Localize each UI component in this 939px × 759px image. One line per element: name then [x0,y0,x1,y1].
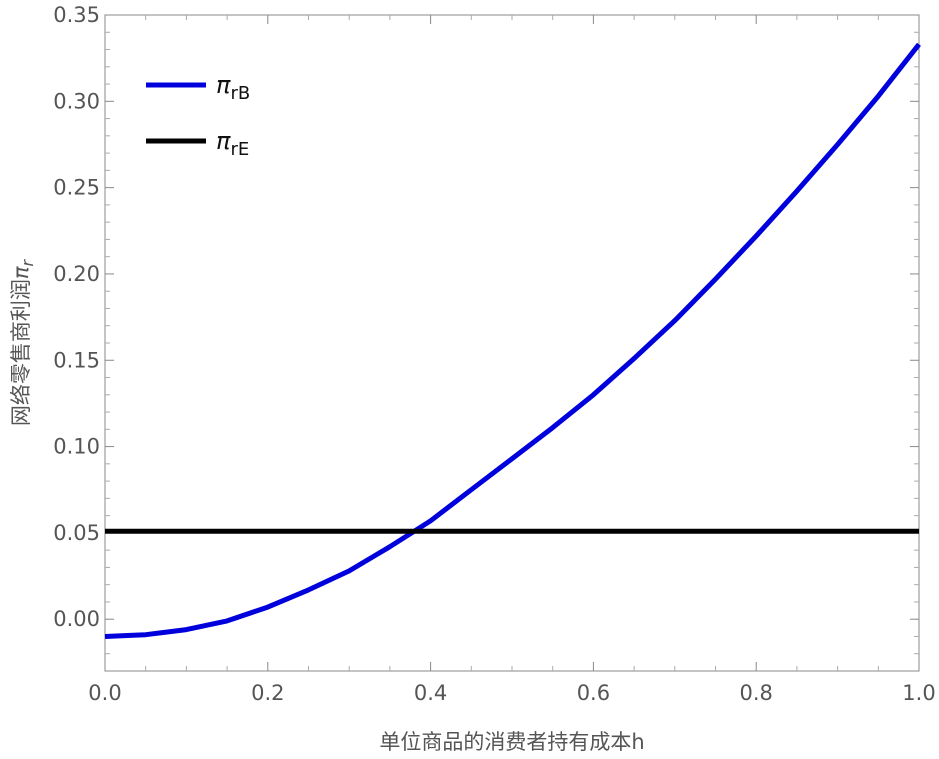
legend-subscript-series-2: rE [230,139,249,160]
y-tick-label: 0.20 [53,262,100,286]
legend-label-series-2: πrE [216,127,249,160]
y-tick-label: 0.00 [53,607,100,631]
legend-symbol-series-2: π [216,127,231,155]
y-axis-title-symbol: π [9,266,33,279]
y-tick-label: 0.15 [53,348,100,372]
x-tick-label: 0.0 [88,681,121,705]
x-tick-label: 0.2 [251,681,284,705]
legend-label-series-1: πrB [216,71,250,104]
x-tick-label: 0.6 [577,681,610,705]
x-axis-ticks: 0.0 0.2 0.4 0.6 0.8 1.0 [88,15,936,705]
x-tick-label: 0.4 [414,681,447,705]
y-axis-title-text: 网络零售商利润 [9,279,33,426]
plot-frame [104,14,920,672]
y-axis-title-subscript: r [18,258,37,266]
y-axis-ticks: 0.00 0.05 0.10 0.15 0.20 0.25 0.30 0.35 [53,3,919,631]
minor-ticks [105,15,919,671]
legend-subscript-series-1: rB [230,83,250,104]
x-axis-title: 单位商品的消费者持有成本h [379,730,644,754]
x-tick-label: 0.8 [739,681,772,705]
series-line-1 [104,42,921,639]
y-tick-label: 0.10 [53,435,100,459]
y-axis-title: 网络零售商利润πr [9,258,37,426]
y-tick-label: 0.25 [53,176,100,200]
x-tick-label: 1.0 [902,681,935,705]
series-layer [104,42,921,639]
legend-symbol-series-1: π [216,71,231,99]
y-tick-label: 0.05 [53,521,100,545]
legend: πrB πrE [146,71,250,160]
y-tick-label: 0.35 [53,3,100,27]
y-tick-label: 0.30 [53,89,100,113]
